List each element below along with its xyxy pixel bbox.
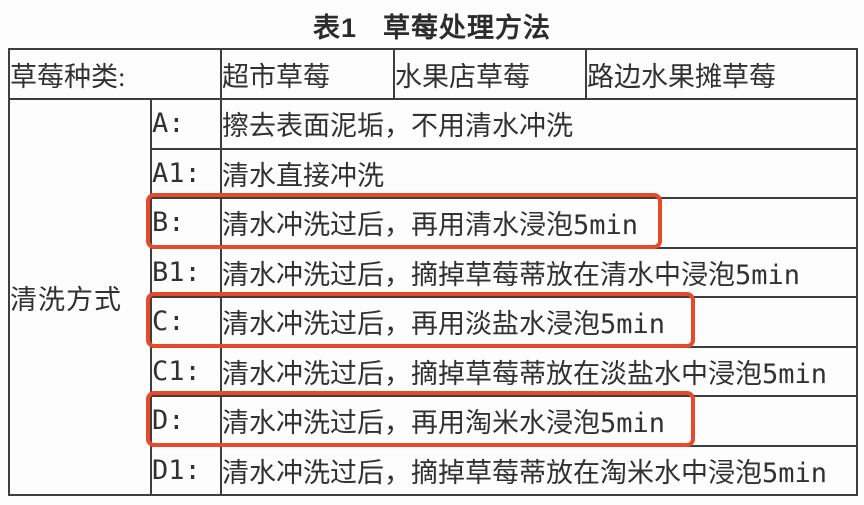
method-code: A1: [149,147,223,199]
method-description: 清水冲洗过后，再用清水浸泡5min [220,197,859,249]
method-description: 清水冲洗过后，摘掉草莓蒂放在淘米水中浸泡5min [220,444,859,496]
method-code: B: [149,197,223,249]
method-code: C: [149,296,223,348]
method-code: B1: [149,246,223,298]
method-code: A: [149,98,223,150]
table-row-d: D: 清水冲洗过后，再用淘米水浸泡5min [9,395,859,447]
table-row-a: 清洗方式 A: 擦去表面泥垢，不用清水冲洗 [8,98,859,496]
table-title: 表1 草莓处理方法 [0,6,864,45]
table-row-a1: A1: 清水直接冲洗 [9,147,859,199]
method-code: D: [149,395,223,447]
table-row-b1: B1: 清水冲洗过后，摘掉草莓蒂放在清水中浸泡5min [9,246,859,298]
method-description: 清水冲洗过后，再用淘米水浸泡5min [220,395,859,447]
method-description: 清水冲洗过后，摘掉草莓蒂放在淡盐水中浸泡5min [220,345,859,397]
method-description: 清水直接冲洗 [220,147,859,199]
header-col-fruit-shop: 水果店草莓 [393,48,588,100]
row-group-washing-method-label: 清洗方式 [8,98,152,496]
header-col-supermarket: 超市草莓 [220,48,396,100]
method-description: 清水冲洗过后，摘掉草莓蒂放在清水中浸泡5min [220,246,859,298]
header-col-roadside-stall: 路边水果摊草莓 [585,48,859,100]
strawberry-treatment-table: 草莓种类: 超市草莓 水果店草莓 路边水果摊草莓 清洗方式 A: 擦去表面泥垢，… [7,48,859,496]
table-title-text: 草莓处理方法 [383,13,552,43]
table-number: 表1 [312,13,358,43]
method-code: D1: [149,444,223,496]
method-description: 擦去表面泥垢，不用清水冲洗 [220,98,859,150]
method-description: 清水冲洗过后，再用淡盐水浸泡5min [220,296,859,348]
table-row-c1: C1: 清水冲洗过后，摘掉草莓蒂放在淡盐水中浸泡5min [9,345,859,397]
table-header-row: 草莓种类: 超市草莓 水果店草莓 路边水果摊草莓 [7,48,859,100]
method-code: C1: [149,345,223,397]
header-species-label: 草莓种类: [7,48,223,100]
